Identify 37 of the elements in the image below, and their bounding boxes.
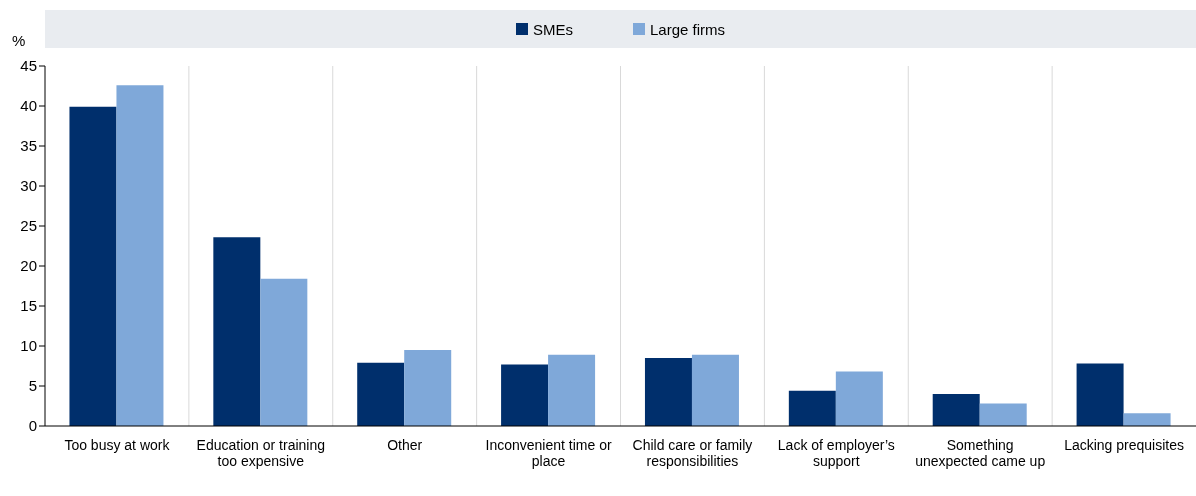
y-tick-label: 5 [28,377,37,395]
bar [116,85,164,426]
legend-label: SMEs [532,20,573,38]
x-tick-label: Education or training too expensive [196,437,326,469]
bar [69,106,117,426]
x-tick-label: Inconvenient time or place [485,437,612,469]
bar [548,354,596,426]
y-tick-label: 35 [20,137,37,155]
bar [979,403,1027,426]
x-tick-label: Lacking prequisites [1064,437,1184,453]
y-tick-label: 30 [20,177,37,195]
bar [788,390,836,426]
x-tick-label: Too busy at work [64,437,171,453]
x-tick-label: Other [387,437,423,453]
x-tick-label: Lack of employer’s support [777,437,895,469]
bar [501,364,549,426]
legend-label: Large firms [649,20,726,38]
bar [357,362,405,426]
y-tick-label: 15 [20,297,37,315]
y-tick-label: 25 [20,217,37,235]
y-tick-label: 10 [20,337,37,355]
bar [404,350,452,426]
bar [835,371,883,426]
y-tick-label: 40 [20,97,37,115]
x-tick-label: Child care or family responsibilities [632,437,753,469]
bar [1076,363,1124,426]
x-tick-label: Something unexpected came up [915,437,1046,469]
bar [1123,413,1171,426]
bar [213,237,261,426]
bar [691,354,739,426]
y-axis-title: % [12,32,26,49]
bar [644,358,692,426]
y-tick-label: 45 [20,57,37,75]
bar [260,278,308,426]
y-tick-label: 20 [20,257,37,275]
y-tick-label: 0 [28,417,37,435]
bar [932,394,980,426]
